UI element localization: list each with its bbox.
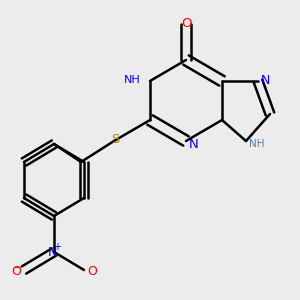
Text: S: S [111,133,120,146]
Text: N: N [261,74,270,87]
Text: O: O [87,265,97,278]
Text: O: O [11,265,21,278]
Text: N: N [48,245,57,259]
Text: NH: NH [124,75,141,85]
Text: +: + [53,242,61,253]
Text: O: O [181,16,191,30]
Text: NH: NH [249,139,265,149]
Text: N: N [189,137,199,151]
Text: −: − [14,263,22,274]
